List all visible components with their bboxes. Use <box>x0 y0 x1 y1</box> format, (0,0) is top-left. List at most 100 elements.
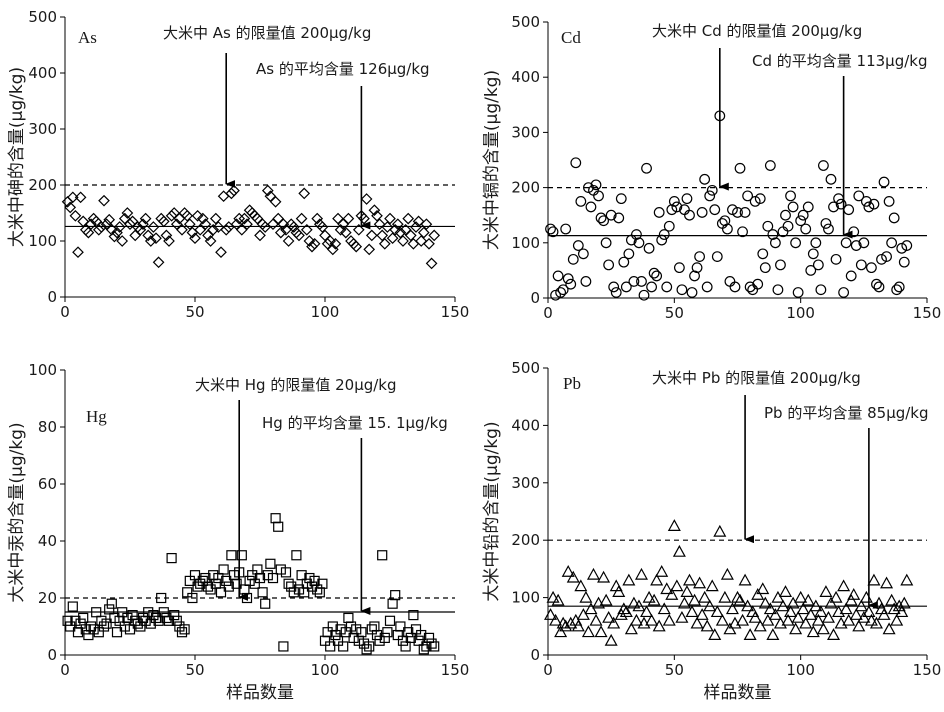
data-point <box>580 276 592 287</box>
data-point <box>781 613 795 626</box>
data-point <box>825 173 837 185</box>
x-tick-label: 150 <box>441 303 470 321</box>
data-point <box>897 596 911 609</box>
data-point <box>802 201 814 213</box>
data-point <box>174 621 185 632</box>
data-point <box>564 616 578 629</box>
data-point <box>382 627 393 638</box>
data-point <box>850 240 862 251</box>
y-tick-label: 500 <box>511 359 540 377</box>
data-point <box>615 193 627 205</box>
data-point <box>786 596 800 609</box>
data-point <box>275 564 286 575</box>
data-point <box>672 544 686 557</box>
data-point <box>160 229 173 242</box>
data-point <box>426 638 437 649</box>
data-point <box>189 570 201 581</box>
data-point <box>710 605 724 618</box>
data-point <box>820 218 832 229</box>
data-point <box>70 615 81 626</box>
data-point <box>225 187 238 200</box>
data-point <box>660 582 674 595</box>
data-point <box>166 552 177 564</box>
panel-as: 0 100 200 300 400 500 0 50 100 150 大米中砷的含量(μg/kg) A… <box>7 8 469 321</box>
data-point <box>823 223 834 235</box>
data-point <box>810 237 822 249</box>
data-point <box>420 218 433 231</box>
y-tick-label: 300 <box>511 474 540 492</box>
data-point <box>189 232 201 245</box>
x-tick-label: 50 <box>665 661 684 679</box>
x-axis-label: 样品数量 <box>226 683 294 703</box>
data-point <box>121 207 134 219</box>
data-point <box>192 581 203 592</box>
data-point <box>252 564 263 575</box>
data-point <box>157 215 170 228</box>
data-point <box>698 590 712 603</box>
data-point <box>182 587 193 598</box>
data-point <box>278 641 289 652</box>
data-point <box>150 232 162 245</box>
data-point <box>632 599 646 612</box>
data-point <box>891 284 903 296</box>
data-point <box>75 618 86 629</box>
data-point <box>545 223 556 235</box>
data-point <box>549 613 563 626</box>
data-point <box>418 644 429 655</box>
data-point <box>132 618 143 629</box>
data-point <box>887 602 901 615</box>
data-point <box>785 190 796 202</box>
data-point <box>715 613 729 626</box>
y-tick-label: 300 <box>28 120 57 138</box>
data-point <box>804 608 818 620</box>
data-point <box>72 246 84 259</box>
data-point <box>260 598 271 609</box>
data-point <box>809 599 823 612</box>
data-point <box>718 590 732 603</box>
data-point <box>602 610 616 623</box>
annotation-text: 大米中 Hg 的限量值 20μg/kg <box>195 376 397 394</box>
data-point <box>829 590 843 603</box>
data-point <box>658 229 670 240</box>
data-point <box>895 605 909 618</box>
data-point <box>754 193 766 205</box>
data-point <box>871 278 882 290</box>
data-point <box>638 289 650 301</box>
data-point <box>792 287 804 298</box>
data-point <box>686 287 698 298</box>
data-point <box>291 550 302 561</box>
data-point <box>274 226 287 239</box>
data-point <box>273 521 284 532</box>
data-point <box>547 226 559 238</box>
data-point <box>812 259 824 271</box>
data-point <box>330 629 341 641</box>
data-point <box>901 240 913 251</box>
data-point <box>377 550 388 561</box>
x-tick-label: 0 <box>60 303 70 321</box>
data-point <box>594 625 608 638</box>
data-point <box>694 251 705 263</box>
data-point <box>882 622 896 635</box>
data-point <box>117 607 128 618</box>
data-point <box>670 579 684 592</box>
data-point <box>191 209 204 222</box>
data-point <box>296 570 307 581</box>
data-point <box>402 212 415 225</box>
data-point <box>833 193 844 205</box>
data-point <box>212 221 225 233</box>
data-point <box>624 622 638 635</box>
data-point <box>283 578 294 589</box>
data-point <box>581 625 595 638</box>
data-point <box>567 253 579 265</box>
data-point <box>205 584 216 595</box>
data-point <box>738 573 752 586</box>
data-point <box>830 253 842 265</box>
data-point <box>643 242 655 254</box>
data-point <box>775 259 786 271</box>
data-point <box>228 184 240 197</box>
data-point <box>137 612 149 624</box>
data-point <box>544 608 558 620</box>
data-point <box>570 157 582 169</box>
data-point <box>623 248 635 260</box>
data-point <box>127 609 138 621</box>
